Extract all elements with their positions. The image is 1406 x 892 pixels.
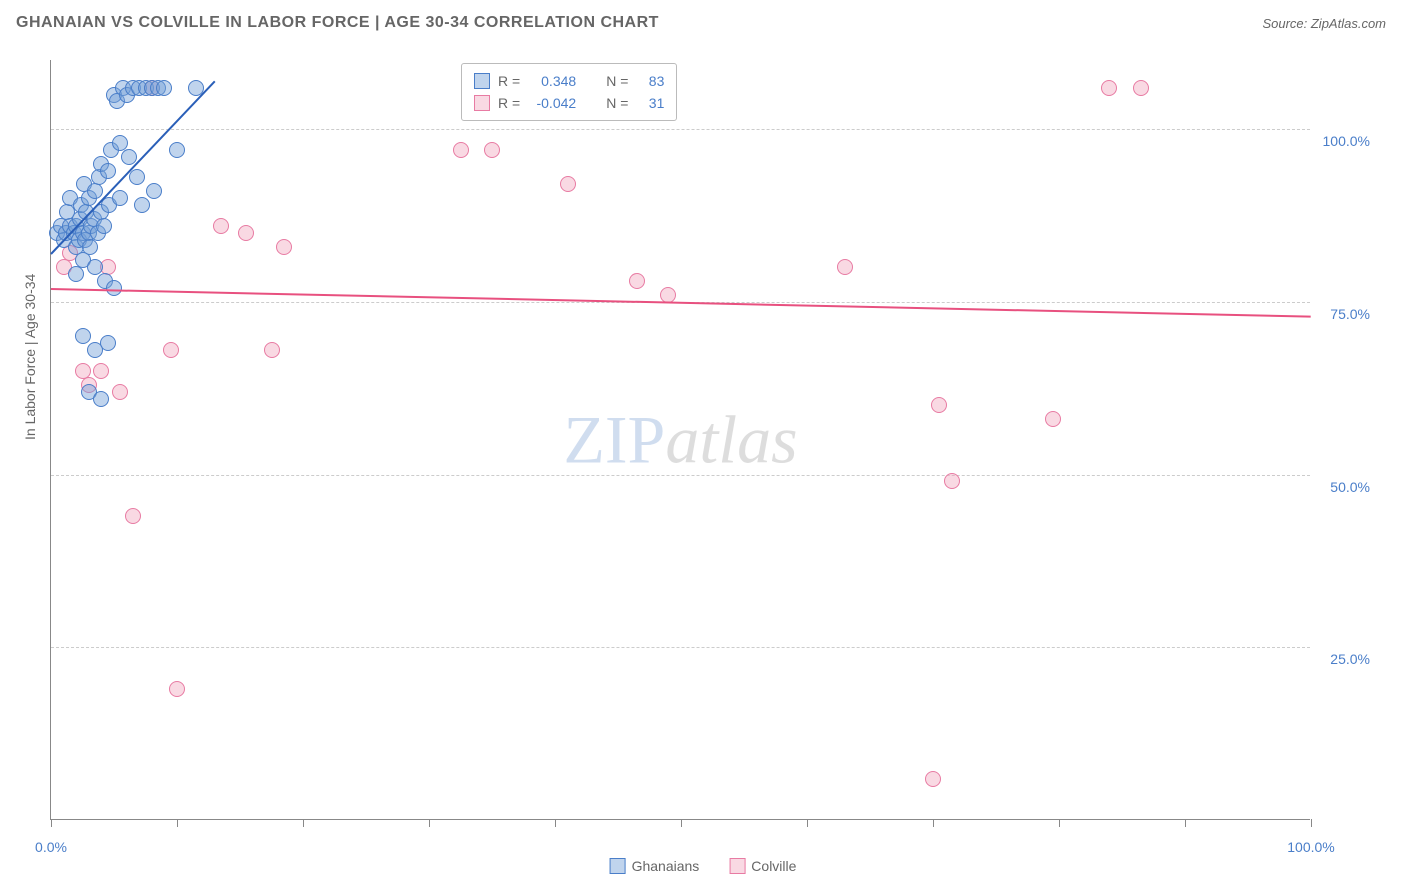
x-tick (429, 819, 430, 827)
data-point (100, 163, 116, 179)
stats-legend-row: R =-0.042N =31 (474, 92, 664, 114)
data-point (264, 342, 280, 358)
data-point (87, 342, 103, 358)
y-axis-label: In Labor Force | Age 30-34 (22, 274, 38, 440)
data-point (106, 280, 122, 296)
data-point (560, 176, 576, 192)
trend-line (50, 81, 215, 255)
data-point (112, 190, 128, 206)
data-point (125, 508, 141, 524)
data-point (96, 218, 112, 234)
legend-bottom: Ghanaians Colville (610, 858, 797, 874)
data-point (93, 391, 109, 407)
data-point (1045, 411, 1061, 427)
scatter-chart: ZIPatlas 25.0%50.0%75.0%100.0%0.0%100.0%… (50, 60, 1310, 820)
y-tick-label: 50.0% (1315, 479, 1370, 495)
chart-title: GHANAIAN VS COLVILLE IN LABOR FORCE | AG… (16, 14, 659, 32)
data-point (484, 142, 500, 158)
data-point (68, 266, 84, 282)
x-tick-label: 100.0% (1287, 839, 1334, 855)
data-point (931, 397, 947, 413)
legend-swatch (729, 858, 745, 874)
x-tick (1059, 819, 1060, 827)
gridline (51, 647, 1310, 648)
x-tick (933, 819, 934, 827)
legend-swatch (474, 95, 490, 111)
x-tick (177, 819, 178, 827)
data-point (87, 183, 103, 199)
data-point (925, 771, 941, 787)
data-point (93, 363, 109, 379)
data-point (163, 342, 179, 358)
x-tick (303, 819, 304, 827)
x-tick (1185, 819, 1186, 827)
x-tick (51, 819, 52, 827)
data-point (276, 239, 292, 255)
data-point (156, 80, 172, 96)
watermark-text: ZIPatlas (563, 400, 797, 479)
data-point (944, 473, 960, 489)
data-point (169, 681, 185, 697)
data-point (82, 239, 98, 255)
data-point (169, 142, 185, 158)
trend-line (51, 288, 1311, 318)
data-point (146, 183, 162, 199)
x-tick (1311, 819, 1312, 827)
y-tick-label: 75.0% (1315, 306, 1370, 322)
y-tick-label: 100.0% (1315, 133, 1370, 149)
data-point (629, 273, 645, 289)
data-point (75, 328, 91, 344)
data-point (1133, 80, 1149, 96)
x-tick-label: 0.0% (35, 839, 67, 855)
legend-label: Ghanaians (632, 858, 700, 874)
x-tick (807, 819, 808, 827)
data-point (1101, 80, 1117, 96)
header-bar: GHANAIAN VS COLVILLE IN LABOR FORCE | AG… (0, 0, 1406, 42)
legend-swatch (610, 858, 626, 874)
gridline (51, 475, 1310, 476)
data-point (837, 259, 853, 275)
legend-item: Ghanaians (610, 858, 700, 874)
data-point (134, 197, 150, 213)
stats-legend: R =0.348N =83R =-0.042N =31 (461, 63, 677, 121)
data-point (87, 259, 103, 275)
x-tick (681, 819, 682, 827)
y-tick-label: 25.0% (1315, 651, 1370, 667)
source-label: Source: ZipAtlas.com (1262, 16, 1386, 31)
data-point (129, 169, 145, 185)
legend-item: Colville (729, 858, 796, 874)
data-point (453, 142, 469, 158)
data-point (112, 384, 128, 400)
x-tick (555, 819, 556, 827)
gridline (51, 129, 1310, 130)
data-point (213, 218, 229, 234)
legend-label: Colville (751, 858, 796, 874)
stats-legend-row: R =0.348N =83 (474, 70, 664, 92)
data-point (238, 225, 254, 241)
legend-swatch (474, 73, 490, 89)
